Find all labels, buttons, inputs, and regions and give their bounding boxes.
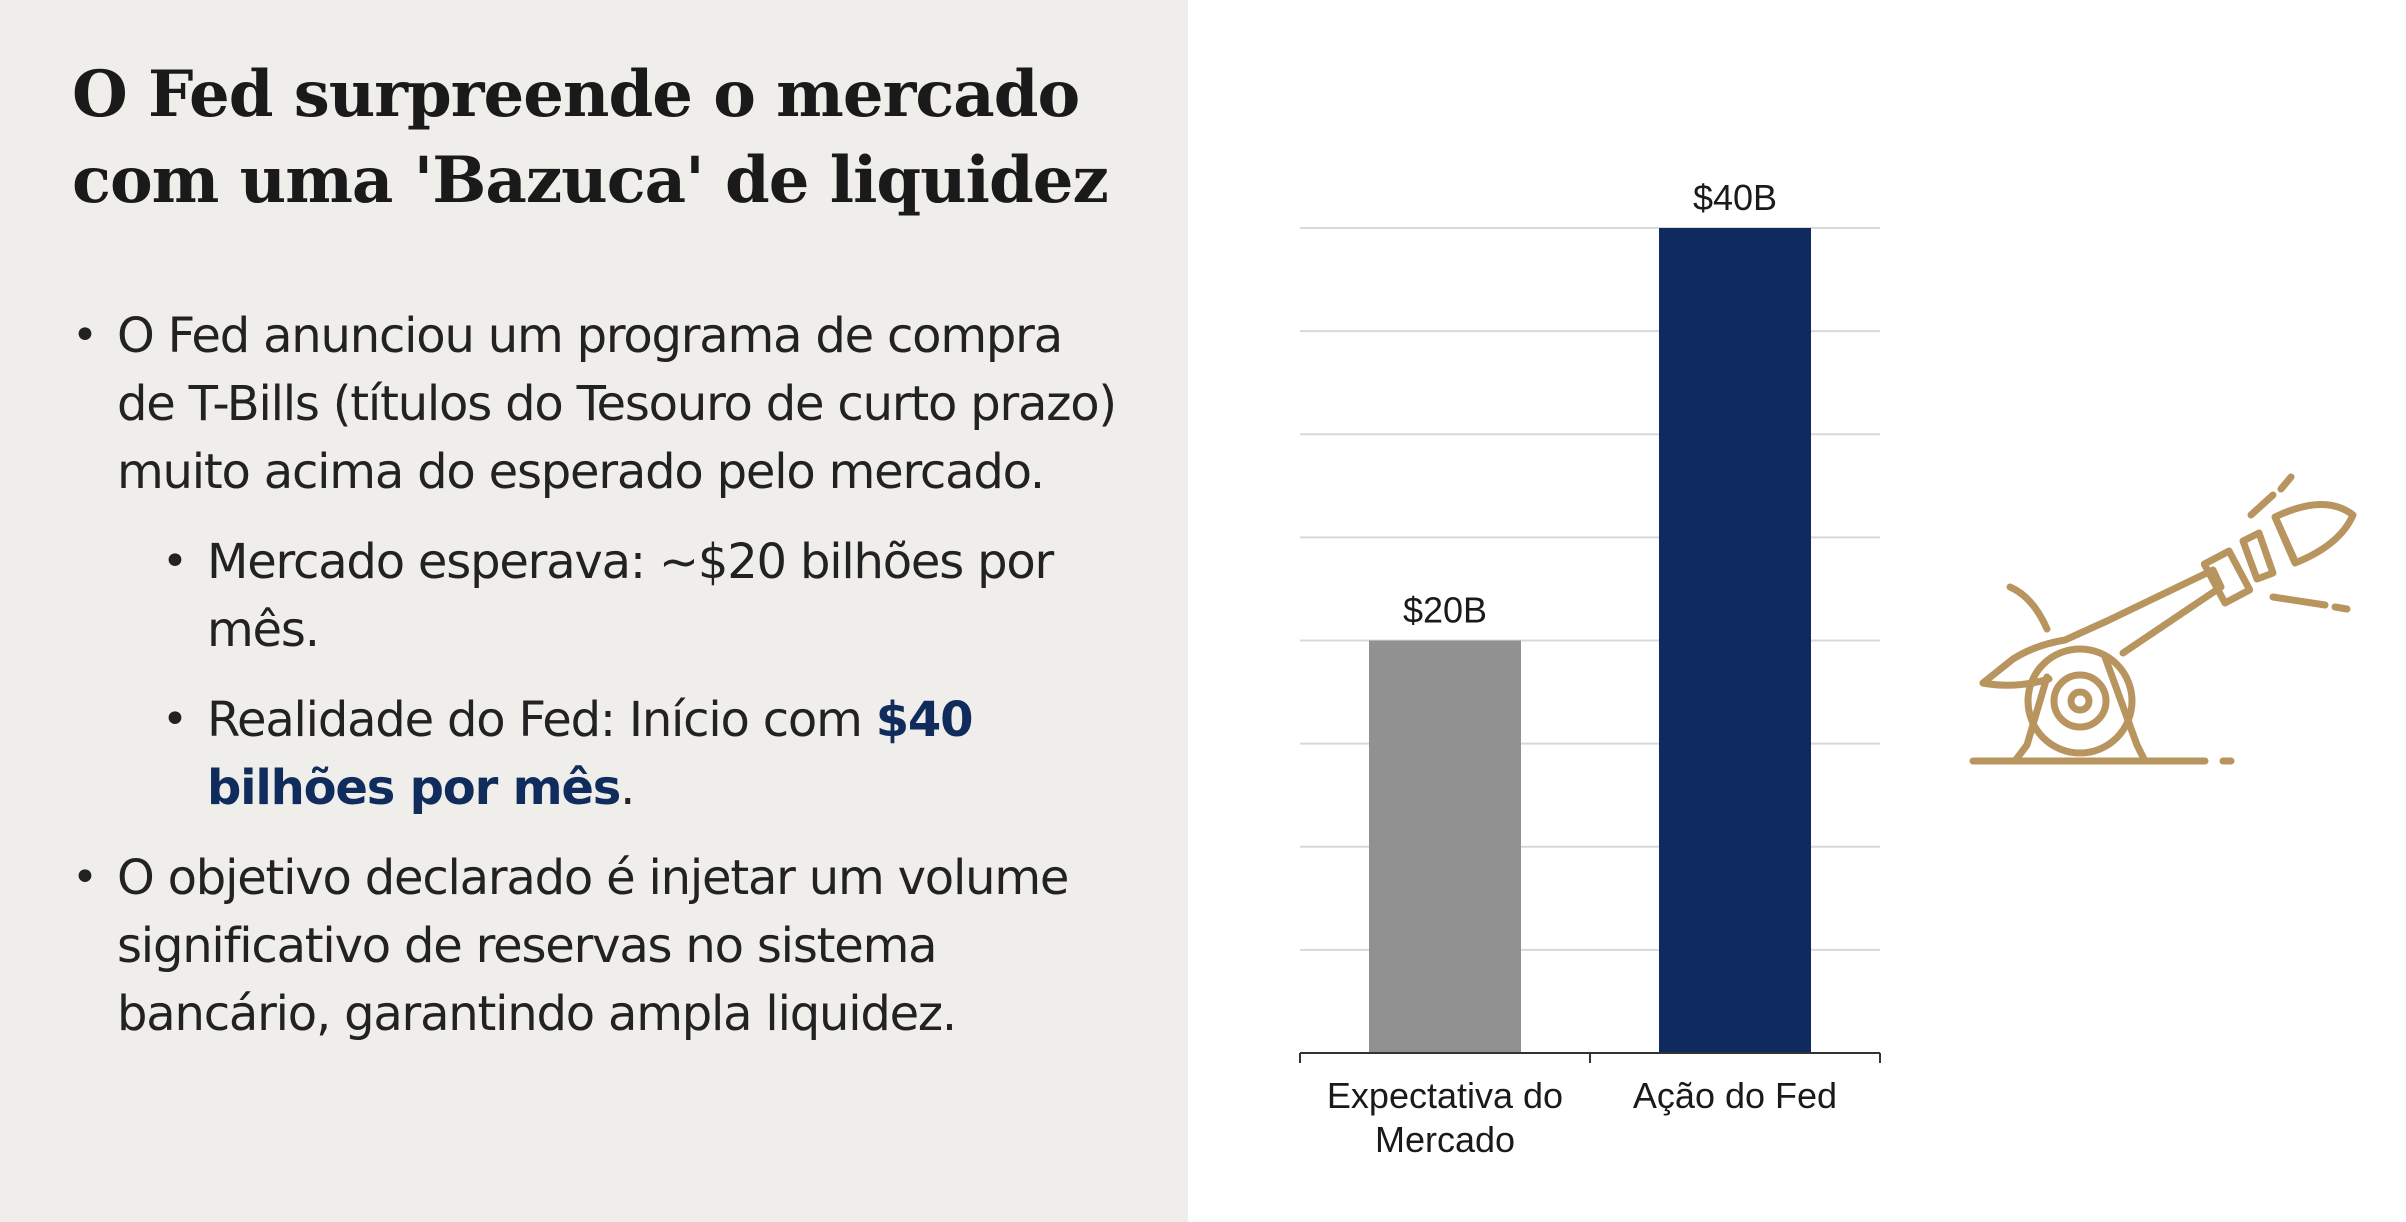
fed-reality-prefix: Realidade do Fed: Início com — [207, 692, 876, 748]
bar-1 — [1369, 640, 1521, 1053]
title-line-2: com uma 'Bazuca' de liquidez — [72, 143, 1109, 218]
bullet-fed-program: O Fed anunciou um programa de compra de … — [72, 302, 1132, 506]
bar-chart: $20B Expectativa do Mercado $40B Ação do Fed — [1299, 177, 1881, 1160]
data-label-2: $40B — [1693, 177, 1777, 218]
data-label-1: $20B — [1403, 590, 1487, 631]
bullet-objective: O objetivo declarado é injetar um volume… — [72, 844, 1132, 1048]
chart-axis — [1299, 1052, 1881, 1063]
slide-title: O Fed surpreende o mercado com uma 'Bazu… — [72, 52, 1172, 224]
left-text-panel: O Fed surpreende o mercado com uma 'Bazu… — [0, 0, 1188, 1222]
fed-reality-suffix: . — [620, 760, 635, 816]
cannon-icon — [1969, 473, 2357, 765]
bar-2 — [1659, 228, 1811, 1053]
title-line-1: O Fed surpreende o mercado — [72, 57, 1080, 132]
x-tick-label-1: Expectativa do Mercado — [1327, 1075, 1563, 1160]
sub-bullet-market-expectation: Mercado esperava: ~$20 bilhões por mês. — [162, 528, 1132, 664]
x-tick-label-2: Ação do Fed — [1633, 1075, 1837, 1116]
fed-reality-highlight: $40 bilhões por mês — [207, 692, 974, 816]
sub-bullet-fed-reality: Realidade do Fed: Início com $40 bilhões… — [162, 686, 1132, 822]
chart-bars — [1369, 228, 1811, 1053]
chart-labels: $20B Expectativa do Mercado $40B Ação do Fed — [1327, 177, 1837, 1160]
bullet-list: O Fed anunciou um programa de compra de … — [72, 302, 1132, 1048]
